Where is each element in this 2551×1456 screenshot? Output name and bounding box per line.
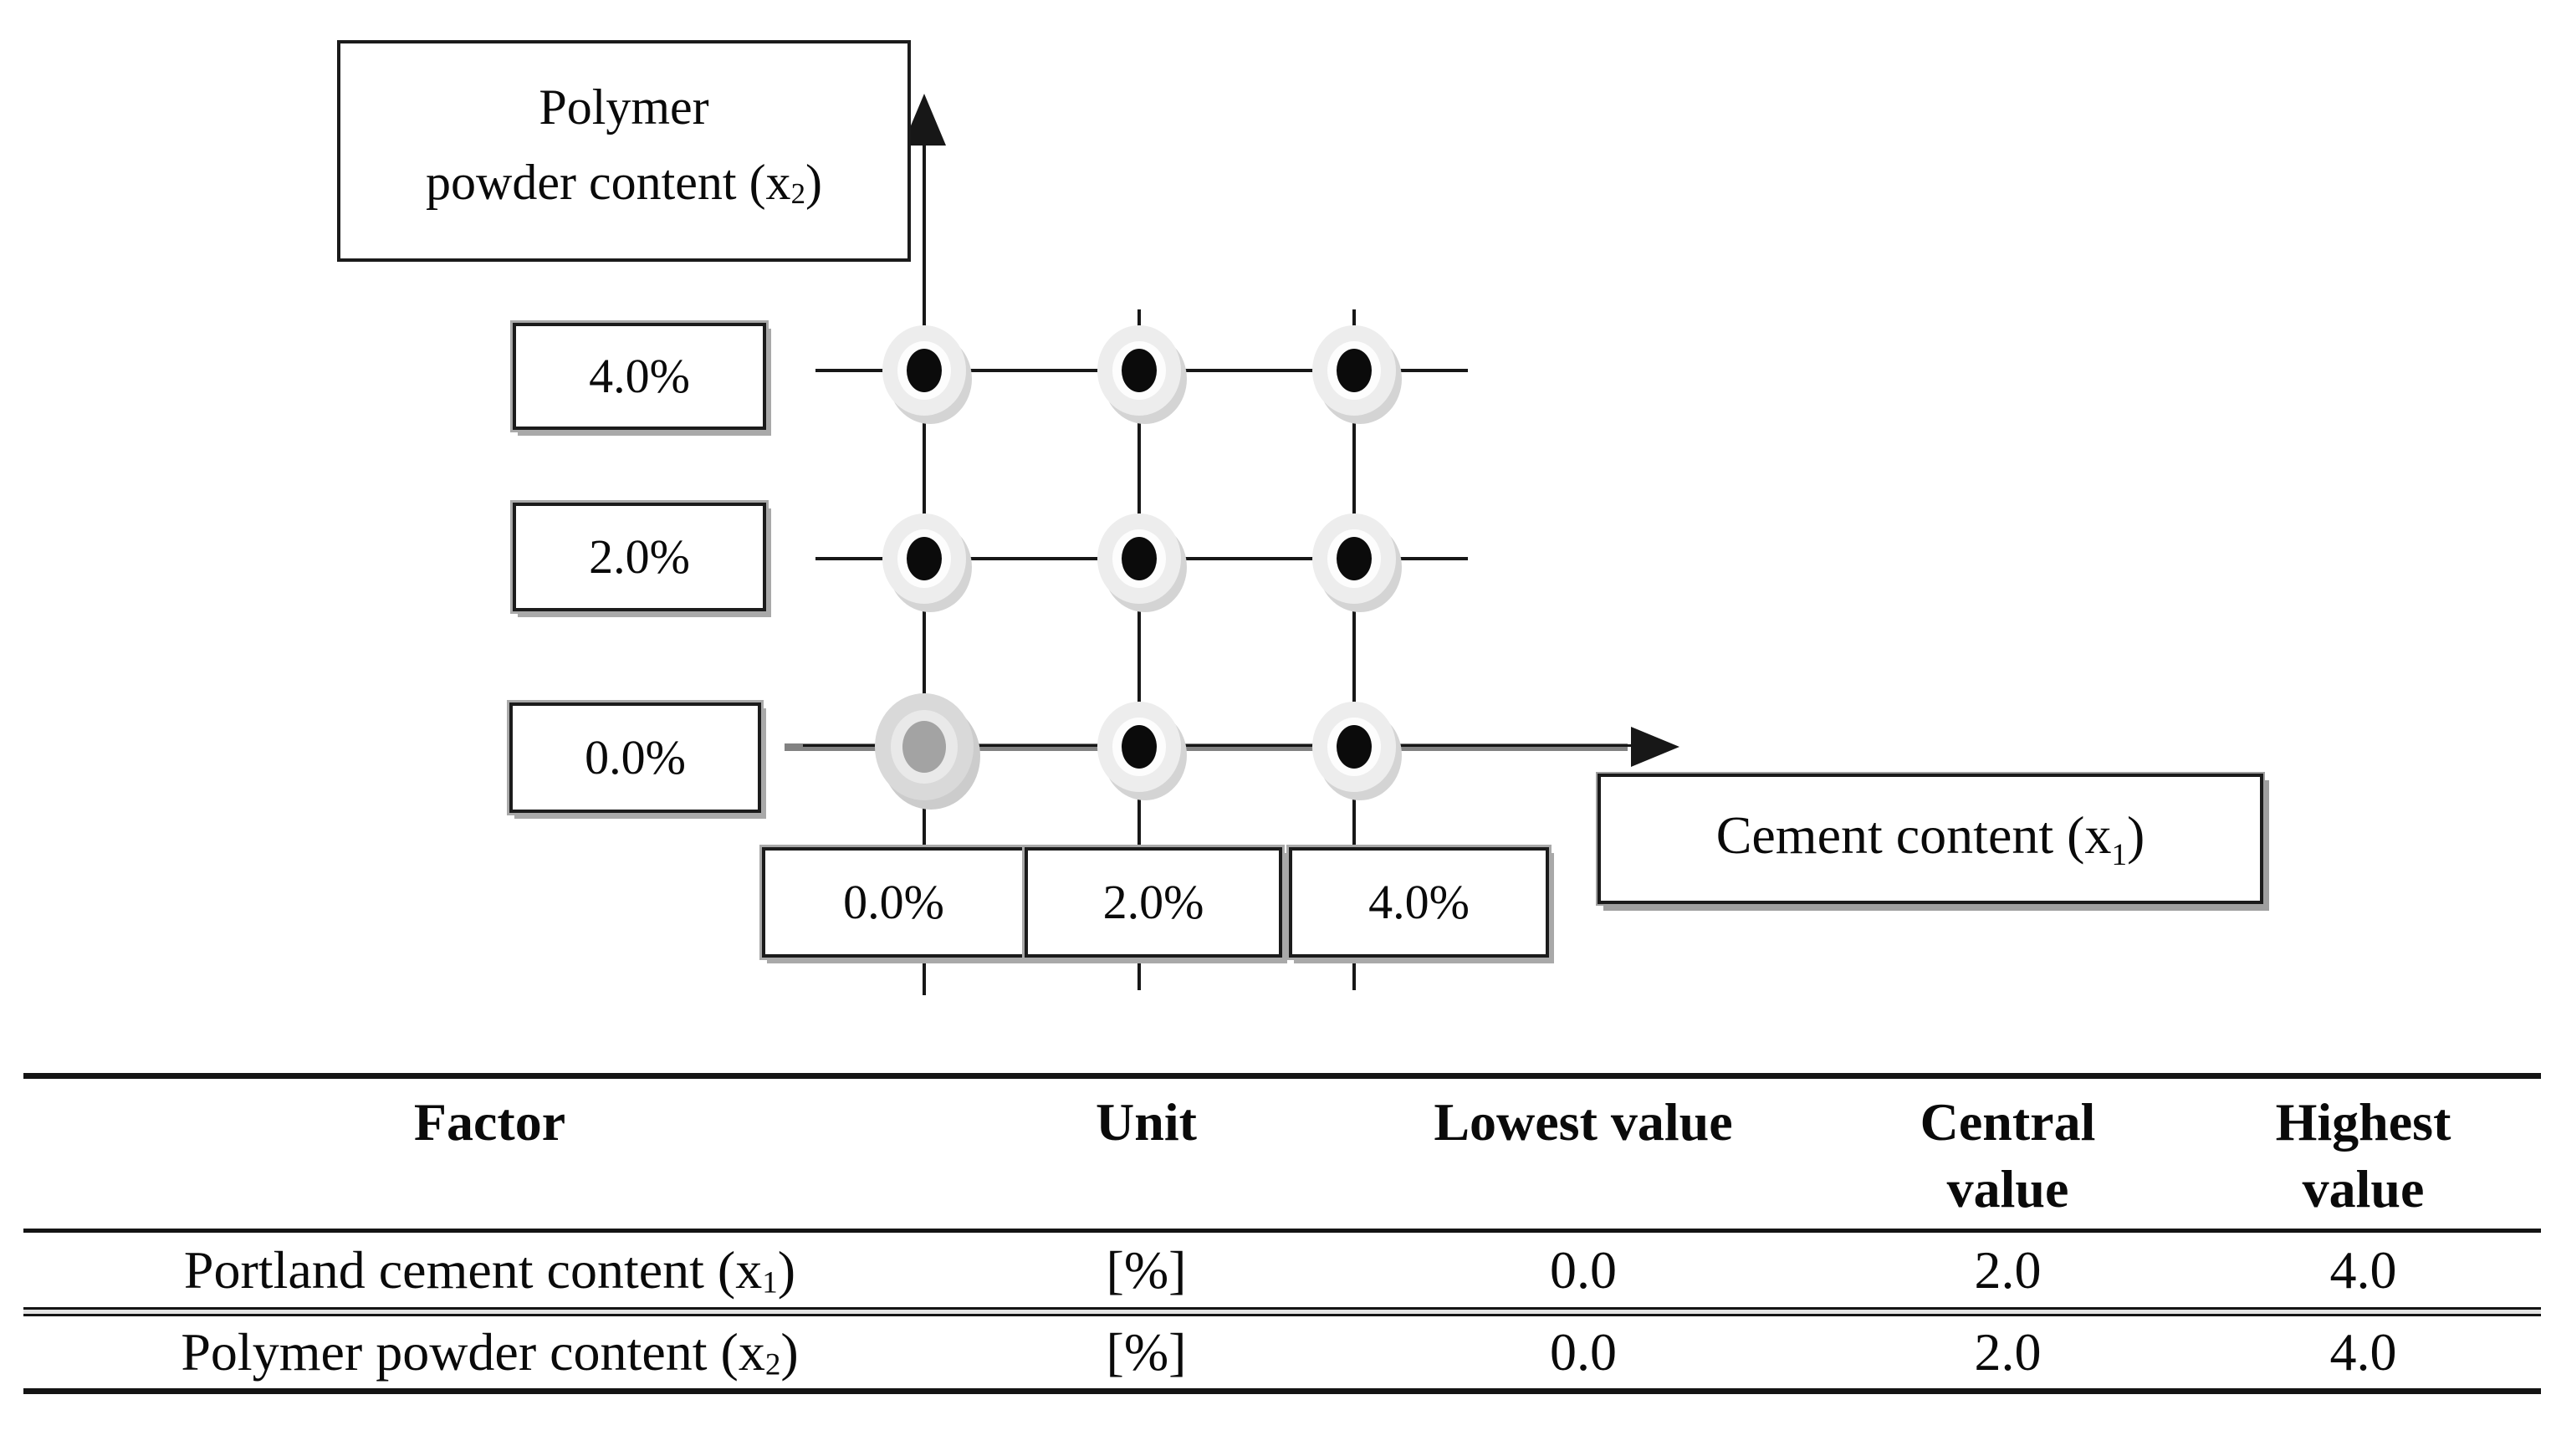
table-row: Polymer powder content (x2) [%] 0.0 2.0 … [23, 1316, 2541, 1388]
point-ring [1112, 529, 1166, 588]
design-point [1312, 702, 1396, 792]
header-lowest: Lowest value [1434, 1092, 1733, 1152]
header-central: Central value [1920, 1092, 2096, 1218]
point-core [1337, 349, 1372, 392]
point-core [1122, 725, 1157, 769]
design-point [1097, 513, 1181, 604]
row-central: 2.0 [1974, 1239, 2042, 1300]
header-factor: Factor [413, 1092, 566, 1152]
x-axis-label: Cement content (x1) [1715, 805, 2145, 872]
subscript: 1 [762, 1265, 778, 1300]
design-point [882, 513, 966, 604]
x-axis-line [785, 743, 1628, 751]
axis-tick-dash [923, 962, 926, 995]
axis-tick-dash [1352, 962, 1356, 990]
design-point [1097, 325, 1181, 416]
point-ring [1327, 718, 1381, 776]
point-core [1337, 725, 1372, 769]
x-tick-label-4.0: 4.0% [1289, 847, 1549, 958]
point-core [907, 349, 942, 392]
x-tick-label-0.0: 0.0% [762, 847, 1025, 958]
y-axis-label-box: Polymer powder content (x2) [337, 40, 911, 262]
axis-tick-dash [1137, 962, 1141, 990]
point-core [1122, 349, 1157, 392]
x-axis-label-box: Cement content (x1) [1598, 774, 2263, 904]
table-row-divider [23, 1307, 2541, 1310]
x-tick-label-2.0: 2.0% [1025, 847, 1282, 958]
row-unit: [%] [1106, 1322, 1187, 1382]
subscript: 2 [790, 177, 805, 211]
table-bottom-rule [23, 1388, 2541, 1394]
table-top-rule [23, 1073, 2541, 1079]
row-factor-label: Portland cement content (x1) [183, 1239, 796, 1300]
factors-table: Factor Unit Lowest value Central value H… [23, 1073, 2541, 1394]
y-tick-label-4.0: 4.0% [513, 323, 766, 430]
y-tick-label-2.0: 2.0% [513, 503, 766, 611]
row-factor-label: Polymer powder content (x2) [181, 1322, 799, 1382]
y-tick-label-0.0: 0.0% [509, 702, 761, 813]
row-unit: [%] [1106, 1239, 1187, 1300]
subscript: 2 [764, 1347, 781, 1382]
point-ring [897, 529, 951, 588]
header-highest: Highest value [2275, 1092, 2451, 1218]
point-ring [1327, 529, 1381, 588]
center-design-point [875, 693, 974, 800]
point-ring [897, 341, 951, 400]
row-highest: 4.0 [2329, 1322, 2397, 1382]
point-ring [1327, 341, 1381, 400]
row-lowest: 0.0 [1550, 1322, 1617, 1382]
x-axis-overline [803, 744, 1633, 747]
table-header-row: Factor Unit Lowest value Central value H… [23, 1079, 2541, 1229]
table-row-divider-gap [23, 1310, 2541, 1314]
header-unit: Unit [1096, 1092, 1197, 1152]
design-point [882, 325, 966, 416]
row-highest: 4.0 [2329, 1239, 2397, 1300]
point-core [1122, 537, 1157, 580]
point-core [907, 537, 942, 580]
table-header-rule [23, 1229, 2541, 1233]
subscript: 1 [2111, 837, 2127, 872]
y-axis-label-line2: powder content (x2) [426, 155, 822, 211]
point-core [1337, 537, 1372, 580]
point-ring [891, 710, 958, 784]
design-point [1097, 702, 1181, 792]
table-row-divider [23, 1314, 2541, 1316]
row-lowest: 0.0 [1550, 1239, 1617, 1300]
y-axis-label-line1: Polymer [539, 79, 709, 135]
x-axis-arrowhead-icon [1631, 727, 1679, 767]
design-point [1312, 513, 1396, 604]
design-point [1312, 325, 1396, 416]
row-central: 2.0 [1974, 1322, 2042, 1382]
point-ring [1112, 341, 1166, 400]
point-ring [1112, 718, 1166, 776]
point-core [902, 721, 946, 773]
table-row: Portland cement content (x1) [%] 0.0 2.0… [23, 1233, 2541, 1307]
